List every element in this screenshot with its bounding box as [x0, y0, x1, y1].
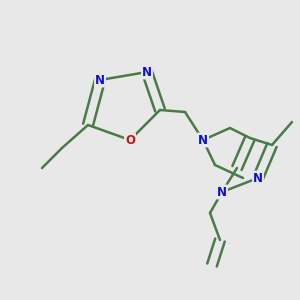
Text: O: O: [125, 134, 135, 146]
Text: N: N: [217, 185, 227, 199]
Text: N: N: [198, 134, 208, 146]
Text: N: N: [142, 65, 152, 79]
Text: N: N: [253, 172, 263, 184]
Text: N: N: [95, 74, 105, 86]
